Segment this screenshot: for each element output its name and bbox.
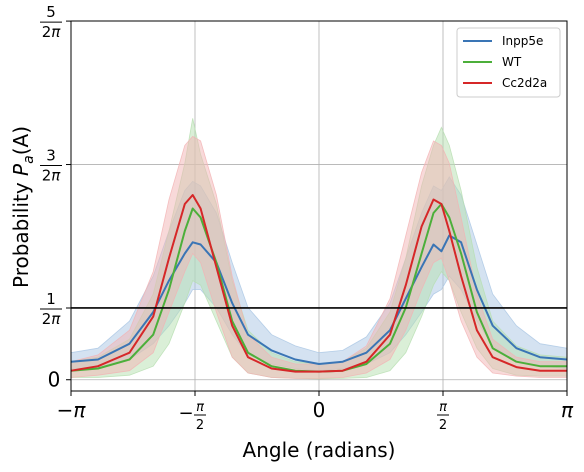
x-tick-label: − π 2 [178,400,206,433]
x-tick-label: −π [57,398,87,422]
y-tick-label-num: 5 [46,3,56,21]
legend-box [456,27,561,98]
y-axis-title-tail: (A) [9,126,33,155]
y-tick-label-den: 2π [42,23,62,41]
y-axis-title-sub: a [21,155,37,164]
y-axis-title: Probability Pa(A) [9,126,37,288]
series-lines [70,194,568,373]
y-tick-label: 12π [40,290,62,328]
x-tick-label: π2 [437,400,450,433]
series-line-Inpp5e [70,234,568,365]
legend: Inpp5e WT Cc2d2a [456,27,561,98]
x-tick-label: π [561,398,574,422]
x-tick-label-sign: − [178,403,193,424]
legend-label-Cc2d2a: Cc2d2a [502,76,547,90]
y-tick-label-num: 1 [46,290,56,308]
x-axis-ticks: −π − π20 π2π [57,391,574,433]
series-line-Cc2d2a [70,194,567,373]
y-tick-label: 32π [40,147,62,185]
y-tick-label: 0 [48,368,61,392]
y-axis-title-var: P [9,163,33,176]
y-tick-label-num: 3 [46,147,56,165]
y-axis-title-main: Probability [9,176,33,288]
x-tick-label: 0 [313,398,326,422]
y-tick-label-den: 2π [42,167,62,185]
x-tick-label-num: π [196,400,204,415]
x-tick-label-num: π [439,400,447,415]
legend-label-Inpp5e: Inpp5e [502,34,543,48]
legend-label-WT: WT [502,55,522,69]
y-tick-label: 52π [40,3,62,41]
x-tick-label-den: 2 [439,418,447,433]
y-tick-label-den: 2π [42,310,62,328]
x-tick-label-den: 2 [196,418,204,433]
x-axis-title: Angle (radians) [243,438,396,462]
